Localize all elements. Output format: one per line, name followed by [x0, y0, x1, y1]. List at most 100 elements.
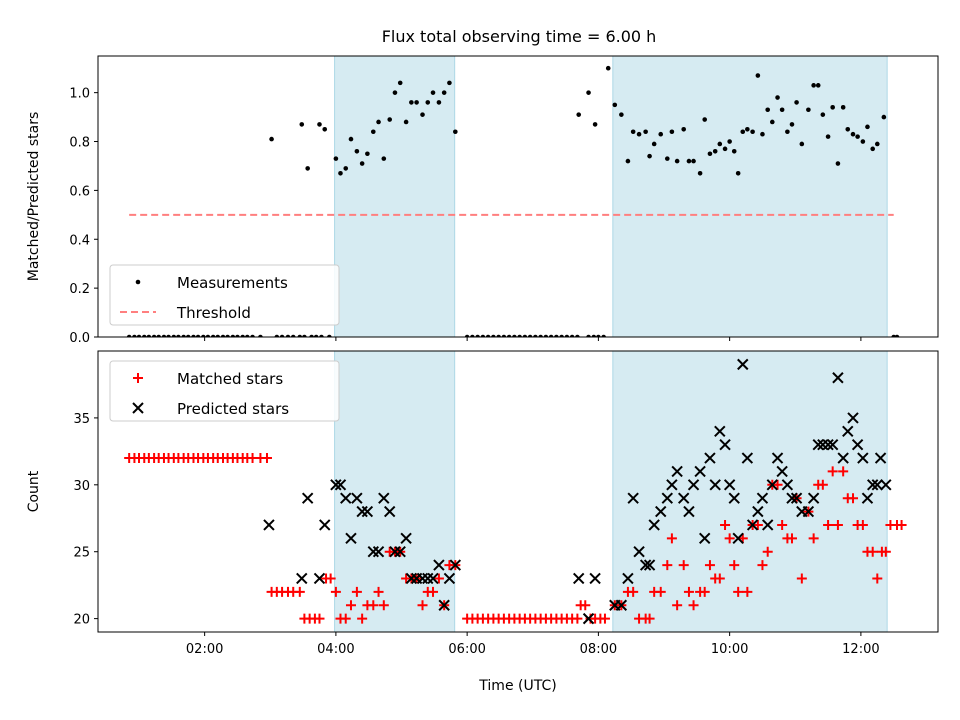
measurement-point: [601, 334, 606, 337]
measurement-point: [176, 334, 181, 337]
measurement-point: [258, 334, 263, 337]
matched-point: [796, 573, 807, 584]
predicted-point: [389, 546, 401, 558]
measurement-point: [686, 158, 692, 164]
measurement-point: [210, 334, 216, 337]
measurement-point: [612, 102, 618, 108]
predicted-point: [687, 479, 700, 491]
x-axis-label: Time (UTC): [478, 678, 556, 694]
y-tick-label: 0.4: [69, 233, 90, 248]
matched-point: [757, 560, 768, 571]
chart-title: Flux total observing time = 6.00 h: [382, 27, 657, 46]
measurement-point: [205, 334, 211, 337]
measurement-point: [299, 122, 305, 127]
axes-frame: [97, 350, 939, 633]
x-tick-label: 02:00: [186, 642, 223, 657]
measurement-point: [376, 119, 381, 125]
y-tick-label: 0.0: [69, 331, 90, 346]
matched-point: [678, 560, 689, 571]
predicted-point: [263, 519, 275, 531]
y-tick-label: 20: [73, 613, 90, 628]
matched-point: [340, 613, 351, 624]
measurement-point: [586, 334, 591, 337]
predicted-point: [812, 438, 824, 451]
matched-point: [330, 586, 341, 597]
matched-point: [733, 586, 744, 597]
measurement-point: [333, 156, 339, 161]
matched-point: [572, 613, 583, 624]
measurement-point: [794, 100, 799, 105]
measurement-point: [865, 124, 870, 130]
measurement-point: [769, 119, 775, 125]
measurement-point: [338, 170, 343, 176]
legend-marker: [133, 373, 143, 383]
measurement-point: [569, 334, 575, 337]
predicted-point: [771, 452, 784, 464]
measurement-point: [480, 334, 486, 337]
matched-point: [373, 586, 384, 597]
measurement-point: [575, 334, 580, 337]
matched-point: [683, 586, 694, 597]
measurement-point: [533, 334, 538, 337]
predicted-point: [572, 572, 585, 585]
measurement-point: [475, 334, 480, 337]
matched-point: [880, 546, 891, 557]
legend-label: Predicted stars: [177, 400, 289, 418]
measurement-point: [576, 112, 582, 117]
matched-point: [808, 533, 819, 544]
measurement-point: [554, 334, 559, 337]
matched-point: [742, 586, 753, 597]
measurement-point: [343, 166, 349, 171]
predicted-point: [648, 519, 660, 531]
measurement-point: [605, 65, 611, 71]
predicted-point: [871, 479, 884, 491]
x-tick-label: 12:00: [842, 642, 879, 657]
y-axis-label: Matched/Predicted stars: [26, 112, 42, 282]
measurement-point: [181, 334, 186, 337]
measurement-point: [290, 334, 296, 337]
measurement-point: [485, 334, 491, 337]
measurement-point: [392, 90, 398, 95]
measurement-point: [185, 334, 191, 337]
measurement-point: [745, 127, 750, 132]
matched-point: [823, 519, 834, 530]
predicted-point: [582, 612, 595, 625]
measurement-point: [775, 95, 780, 100]
predicted-point: [356, 505, 368, 518]
axes-frame: [97, 55, 939, 338]
predicted-point: [761, 519, 774, 531]
top-panel: 0.0 0.2 0.4 0.6 0.8 1.0 Matched/Predicted star…: [26, 55, 939, 346]
measurement-point: [425, 100, 431, 105]
matched-point: [655, 586, 666, 597]
predicted-point: [851, 438, 864, 451]
predicted-point: [422, 572, 434, 585]
predicted-point: [319, 519, 331, 531]
legend: Measurements Threshold: [109, 264, 340, 326]
predicted-point: [732, 532, 744, 545]
measurement-point: [722, 146, 728, 152]
predicted-point: [786, 492, 798, 504]
predicted-point: [313, 572, 326, 585]
predicted-point: [741, 452, 754, 464]
measurement-point: [136, 334, 142, 337]
predicted-point: [802, 505, 815, 518]
measurement-point: [596, 334, 601, 337]
measurement-point: [191, 334, 196, 337]
matched-point: [357, 613, 368, 624]
predicted-point: [766, 479, 779, 491]
measurement-point: [146, 334, 152, 337]
predicted-point: [301, 492, 314, 504]
measurement-point: [453, 129, 458, 135]
matched-point: [786, 533, 797, 544]
matched-point: [762, 546, 773, 557]
measurement-point: [630, 129, 636, 135]
matched-point: [857, 519, 868, 530]
predicted-point: [790, 492, 803, 504]
shaded-interval: [612, 55, 888, 338]
measurement-point: [538, 334, 543, 337]
measurement-point: [697, 170, 703, 176]
measurement-point: [815, 83, 821, 88]
measurement-point: [151, 334, 157, 337]
measurement-point: [244, 334, 250, 337]
legend-label: Threshold: [176, 304, 251, 322]
